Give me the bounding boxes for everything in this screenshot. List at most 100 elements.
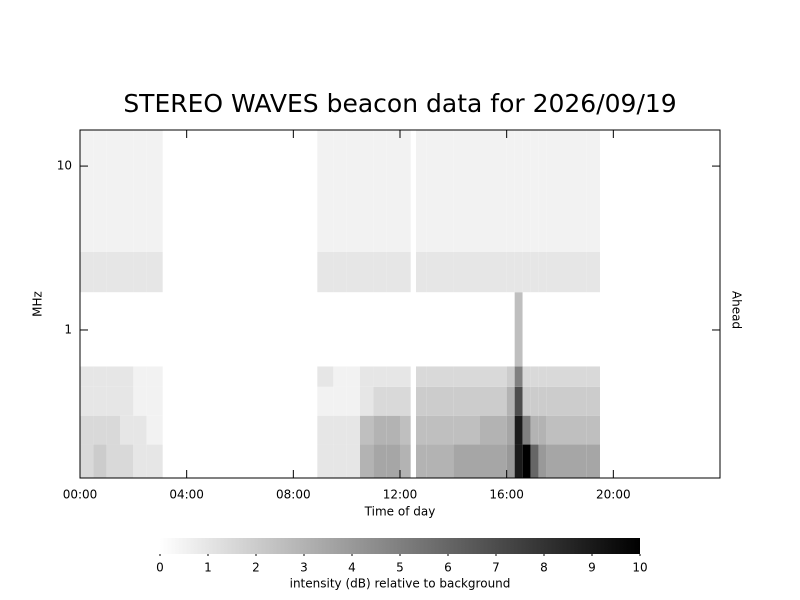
cell bbox=[333, 292, 347, 367]
cell bbox=[360, 444, 374, 478]
cell bbox=[416, 130, 427, 252]
cell bbox=[93, 415, 107, 445]
cell bbox=[400, 251, 411, 293]
cell bbox=[522, 444, 531, 478]
colorbar-tick-label: 10 bbox=[632, 561, 647, 575]
cell bbox=[400, 415, 411, 445]
cell bbox=[373, 415, 387, 445]
y-axis-label: MHz bbox=[31, 291, 45, 317]
cell bbox=[530, 415, 539, 445]
cell bbox=[453, 386, 480, 416]
colorbar-tick-label: 2 bbox=[252, 561, 260, 575]
cell bbox=[453, 292, 480, 367]
cell bbox=[146, 444, 163, 478]
cell bbox=[360, 251, 374, 293]
cell bbox=[538, 251, 547, 293]
cell bbox=[530, 130, 539, 252]
colorbar-tick-label: 5 bbox=[396, 561, 404, 575]
colorbar-tick-label: 1 bbox=[204, 561, 212, 575]
cell bbox=[146, 292, 163, 367]
cell bbox=[453, 251, 480, 293]
cell bbox=[530, 251, 539, 293]
cell bbox=[80, 251, 94, 293]
cell bbox=[400, 130, 411, 252]
cell bbox=[146, 386, 163, 416]
colorbar-tick-label: 7 bbox=[492, 561, 500, 575]
cell bbox=[360, 292, 374, 367]
cell bbox=[333, 415, 347, 445]
cell bbox=[333, 444, 347, 478]
cell bbox=[373, 292, 387, 367]
cell bbox=[586, 415, 600, 445]
cell bbox=[506, 366, 515, 387]
cell bbox=[133, 251, 147, 293]
cell bbox=[386, 292, 400, 367]
cell bbox=[530, 366, 539, 387]
cell bbox=[80, 444, 94, 478]
cell bbox=[360, 386, 374, 416]
cell bbox=[373, 251, 387, 293]
cell bbox=[514, 251, 523, 293]
cell bbox=[386, 444, 400, 478]
cell bbox=[386, 251, 400, 293]
cell bbox=[416, 444, 427, 478]
cell bbox=[93, 386, 107, 416]
cell bbox=[120, 386, 134, 416]
cell bbox=[530, 386, 539, 416]
cell bbox=[346, 292, 360, 367]
cell bbox=[506, 386, 515, 416]
cell bbox=[346, 444, 360, 478]
right-label: Ahead bbox=[730, 291, 744, 329]
cell bbox=[522, 130, 531, 252]
cell bbox=[538, 366, 547, 387]
cell bbox=[416, 251, 427, 293]
cell bbox=[386, 366, 400, 387]
cell bbox=[106, 415, 120, 445]
cell bbox=[426, 130, 454, 252]
cell bbox=[333, 251, 347, 293]
cell bbox=[146, 130, 163, 252]
cell bbox=[93, 292, 107, 367]
cell bbox=[506, 251, 515, 293]
cell bbox=[480, 366, 507, 387]
cell bbox=[538, 292, 547, 367]
cell bbox=[546, 444, 560, 478]
cell bbox=[93, 130, 107, 252]
cell bbox=[586, 251, 600, 293]
x-tick-label: 00:00 bbox=[63, 488, 98, 502]
cell bbox=[453, 444, 480, 478]
colorbar-tick-label: 6 bbox=[444, 561, 452, 575]
cell bbox=[506, 130, 515, 252]
cell bbox=[333, 130, 347, 252]
cell bbox=[317, 251, 334, 293]
cell bbox=[560, 251, 587, 293]
chart-title: STEREO WAVES beacon data for 2026/09/19 bbox=[123, 89, 676, 118]
cell bbox=[317, 292, 334, 367]
cell bbox=[80, 366, 94, 387]
x-tick-label: 12:00 bbox=[383, 488, 418, 502]
cell bbox=[538, 130, 547, 252]
cell bbox=[133, 386, 147, 416]
cell bbox=[93, 444, 107, 478]
cell bbox=[146, 415, 163, 445]
cell bbox=[416, 366, 427, 387]
cell bbox=[522, 292, 531, 367]
cell bbox=[346, 386, 360, 416]
x-tick-label: 20:00 bbox=[596, 488, 631, 502]
cell bbox=[514, 130, 523, 252]
cell bbox=[146, 366, 163, 387]
cell bbox=[317, 366, 334, 387]
cell bbox=[120, 415, 134, 445]
cell bbox=[416, 292, 427, 367]
cell bbox=[333, 366, 347, 387]
cell bbox=[146, 251, 163, 293]
cell bbox=[360, 415, 374, 445]
cell bbox=[480, 130, 507, 252]
cell bbox=[560, 415, 587, 445]
cell bbox=[560, 366, 587, 387]
cell bbox=[80, 386, 94, 416]
cell bbox=[530, 444, 539, 478]
colorbar-tick-label: 8 bbox=[540, 561, 548, 575]
cell bbox=[586, 130, 600, 252]
